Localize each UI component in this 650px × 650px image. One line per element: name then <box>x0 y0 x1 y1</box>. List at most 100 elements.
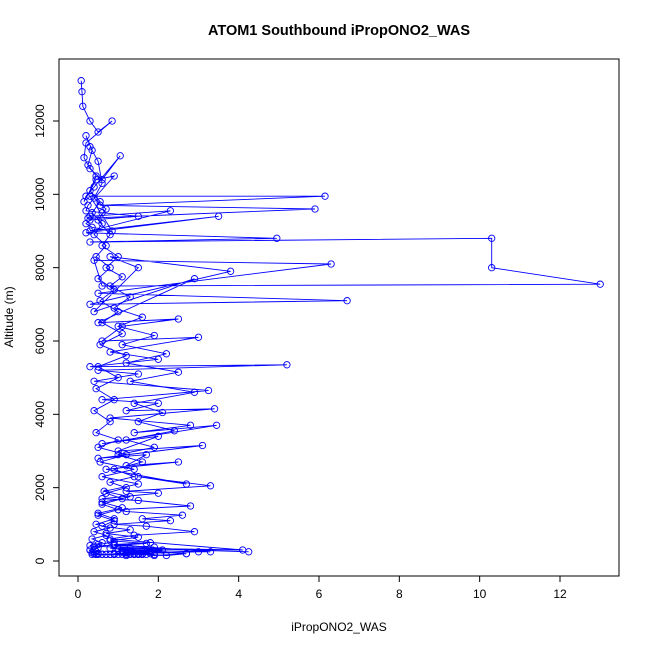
data-point <box>134 496 142 505</box>
data-point <box>86 216 94 224</box>
data-point <box>146 548 154 556</box>
data-point <box>154 489 162 497</box>
data-point <box>88 146 96 154</box>
data-point <box>204 386 213 395</box>
data-point <box>245 548 253 556</box>
plot-frame <box>58 58 620 577</box>
data-point <box>130 473 138 481</box>
data-point <box>102 489 110 497</box>
data-point <box>110 465 118 473</box>
data-point <box>198 441 207 450</box>
y-axis: 0 2000 4000 6000 8000 10000 12000 <box>33 104 59 564</box>
data-point <box>114 544 122 553</box>
data-point <box>106 524 114 532</box>
data-point <box>86 165 94 173</box>
data-point <box>82 229 90 237</box>
data-point <box>88 223 96 231</box>
data-point <box>106 231 114 239</box>
data-point <box>150 443 158 451</box>
data-point <box>102 550 110 559</box>
data-point <box>174 315 183 323</box>
x-axis: 0 2 4 6 8 10 12 <box>75 576 567 601</box>
data-point <box>194 333 203 341</box>
data-point <box>130 531 138 539</box>
data-point <box>194 548 203 556</box>
data-point <box>98 282 106 290</box>
data-point <box>88 535 96 543</box>
data-point <box>212 421 221 429</box>
data-point <box>110 538 118 546</box>
series-line <box>89 146 195 555</box>
data-point <box>88 209 96 217</box>
data-point <box>92 385 100 393</box>
data-point <box>86 117 94 125</box>
data-point <box>98 539 106 547</box>
data-point <box>86 300 94 308</box>
y-tick-label: 10000 <box>33 177 47 211</box>
y-tick-label: 0 <box>33 557 47 564</box>
data-point <box>166 517 175 525</box>
data-point <box>122 352 130 360</box>
data-point <box>182 480 191 488</box>
data-point <box>92 520 100 528</box>
data-point <box>226 267 235 275</box>
data-point <box>150 550 158 559</box>
data-point <box>90 256 98 264</box>
data-point <box>134 418 142 426</box>
x-axis-label: iPropONO2_WAS <box>291 620 387 634</box>
data-point <box>134 370 142 378</box>
data-point <box>90 528 98 536</box>
y-tick-label: 6000 <box>33 327 47 354</box>
data-point <box>114 374 122 382</box>
data-point <box>134 480 142 488</box>
series-line <box>80 80 601 556</box>
data-point <box>94 511 102 519</box>
data-point <box>98 440 106 448</box>
data-point <box>110 304 118 312</box>
data-point <box>116 152 124 160</box>
data-point <box>214 212 223 220</box>
chart-title: ATOM1 Southbound iPropONO2_WAS <box>208 23 470 39</box>
y-axis-label: Altitude (m) <box>2 286 16 347</box>
data-point <box>206 548 215 556</box>
data-point <box>106 253 114 261</box>
data-point <box>98 220 106 228</box>
data-point <box>94 319 102 327</box>
data-point <box>158 408 167 417</box>
data-point <box>130 429 138 437</box>
data-point <box>102 531 110 539</box>
data-point <box>96 297 104 305</box>
data-point <box>90 308 98 316</box>
data-point <box>118 330 126 338</box>
data-point <box>122 507 130 516</box>
data-point <box>79 102 87 110</box>
data-point <box>98 209 106 217</box>
data-point <box>488 264 496 272</box>
data-point <box>190 528 199 536</box>
data-point <box>162 551 171 560</box>
data-point <box>108 227 116 235</box>
data-point <box>114 550 122 559</box>
data-point <box>126 550 134 559</box>
data-point <box>114 322 122 330</box>
data-point <box>174 458 183 466</box>
data-point <box>150 331 158 340</box>
data-point <box>78 88 86 96</box>
data-point <box>178 511 187 519</box>
data-point <box>92 429 100 437</box>
data-point <box>110 172 118 180</box>
data-point <box>118 341 126 349</box>
data-point <box>114 447 122 455</box>
data-point <box>166 207 175 215</box>
data-point <box>327 260 335 268</box>
data-point <box>96 458 104 466</box>
data-point <box>134 550 142 559</box>
data-point <box>158 546 167 554</box>
data-point <box>90 231 98 239</box>
data-point <box>82 132 90 140</box>
data-point <box>130 465 138 473</box>
y-tick-label: 12000 <box>33 104 47 138</box>
x-tick-label: 4 <box>235 587 242 601</box>
data-point <box>108 117 116 125</box>
